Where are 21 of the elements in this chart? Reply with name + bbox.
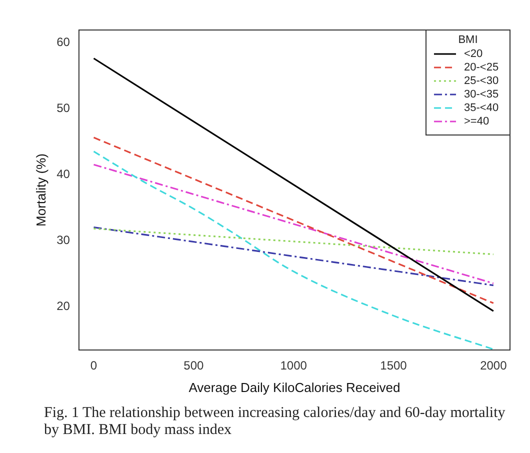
legend-label: 30-<35 bbox=[464, 88, 499, 101]
legend-label: 25-<30 bbox=[464, 75, 499, 88]
legend-title: BMI bbox=[458, 34, 478, 46]
legend-label: <20 bbox=[464, 48, 483, 60]
line-series bbox=[92, 150, 494, 350]
legend-label: 35-<40 bbox=[464, 102, 499, 114]
x-tick-label: 1500 bbox=[380, 358, 408, 373]
x-tick-label: 500 bbox=[184, 358, 204, 373]
y-axis-title: Mortality (%) bbox=[33, 154, 48, 226]
legend-label: 20-<25 bbox=[464, 62, 499, 74]
y-tick-label: 40 bbox=[56, 166, 70, 181]
y-tick-label: 30 bbox=[56, 232, 70, 247]
y-tick-label: 20 bbox=[56, 298, 70, 313]
legend-label: >=40 bbox=[464, 116, 490, 128]
x-tick-label: 1000 bbox=[280, 358, 308, 373]
y-tick-label: 60 bbox=[56, 34, 70, 49]
y-tick-label: 50 bbox=[56, 100, 70, 115]
caption: Fig. 1 The relationship between increasing calories/day and 60-day mortality by BMI. BMI body mass index bbox=[44, 405, 506, 439]
x-axis-title: Average Daily KiloCalories Received bbox=[188, 380, 400, 395]
x-tick-label: 2000 bbox=[480, 358, 508, 373]
x-tick-label: 0 bbox=[90, 358, 98, 373]
